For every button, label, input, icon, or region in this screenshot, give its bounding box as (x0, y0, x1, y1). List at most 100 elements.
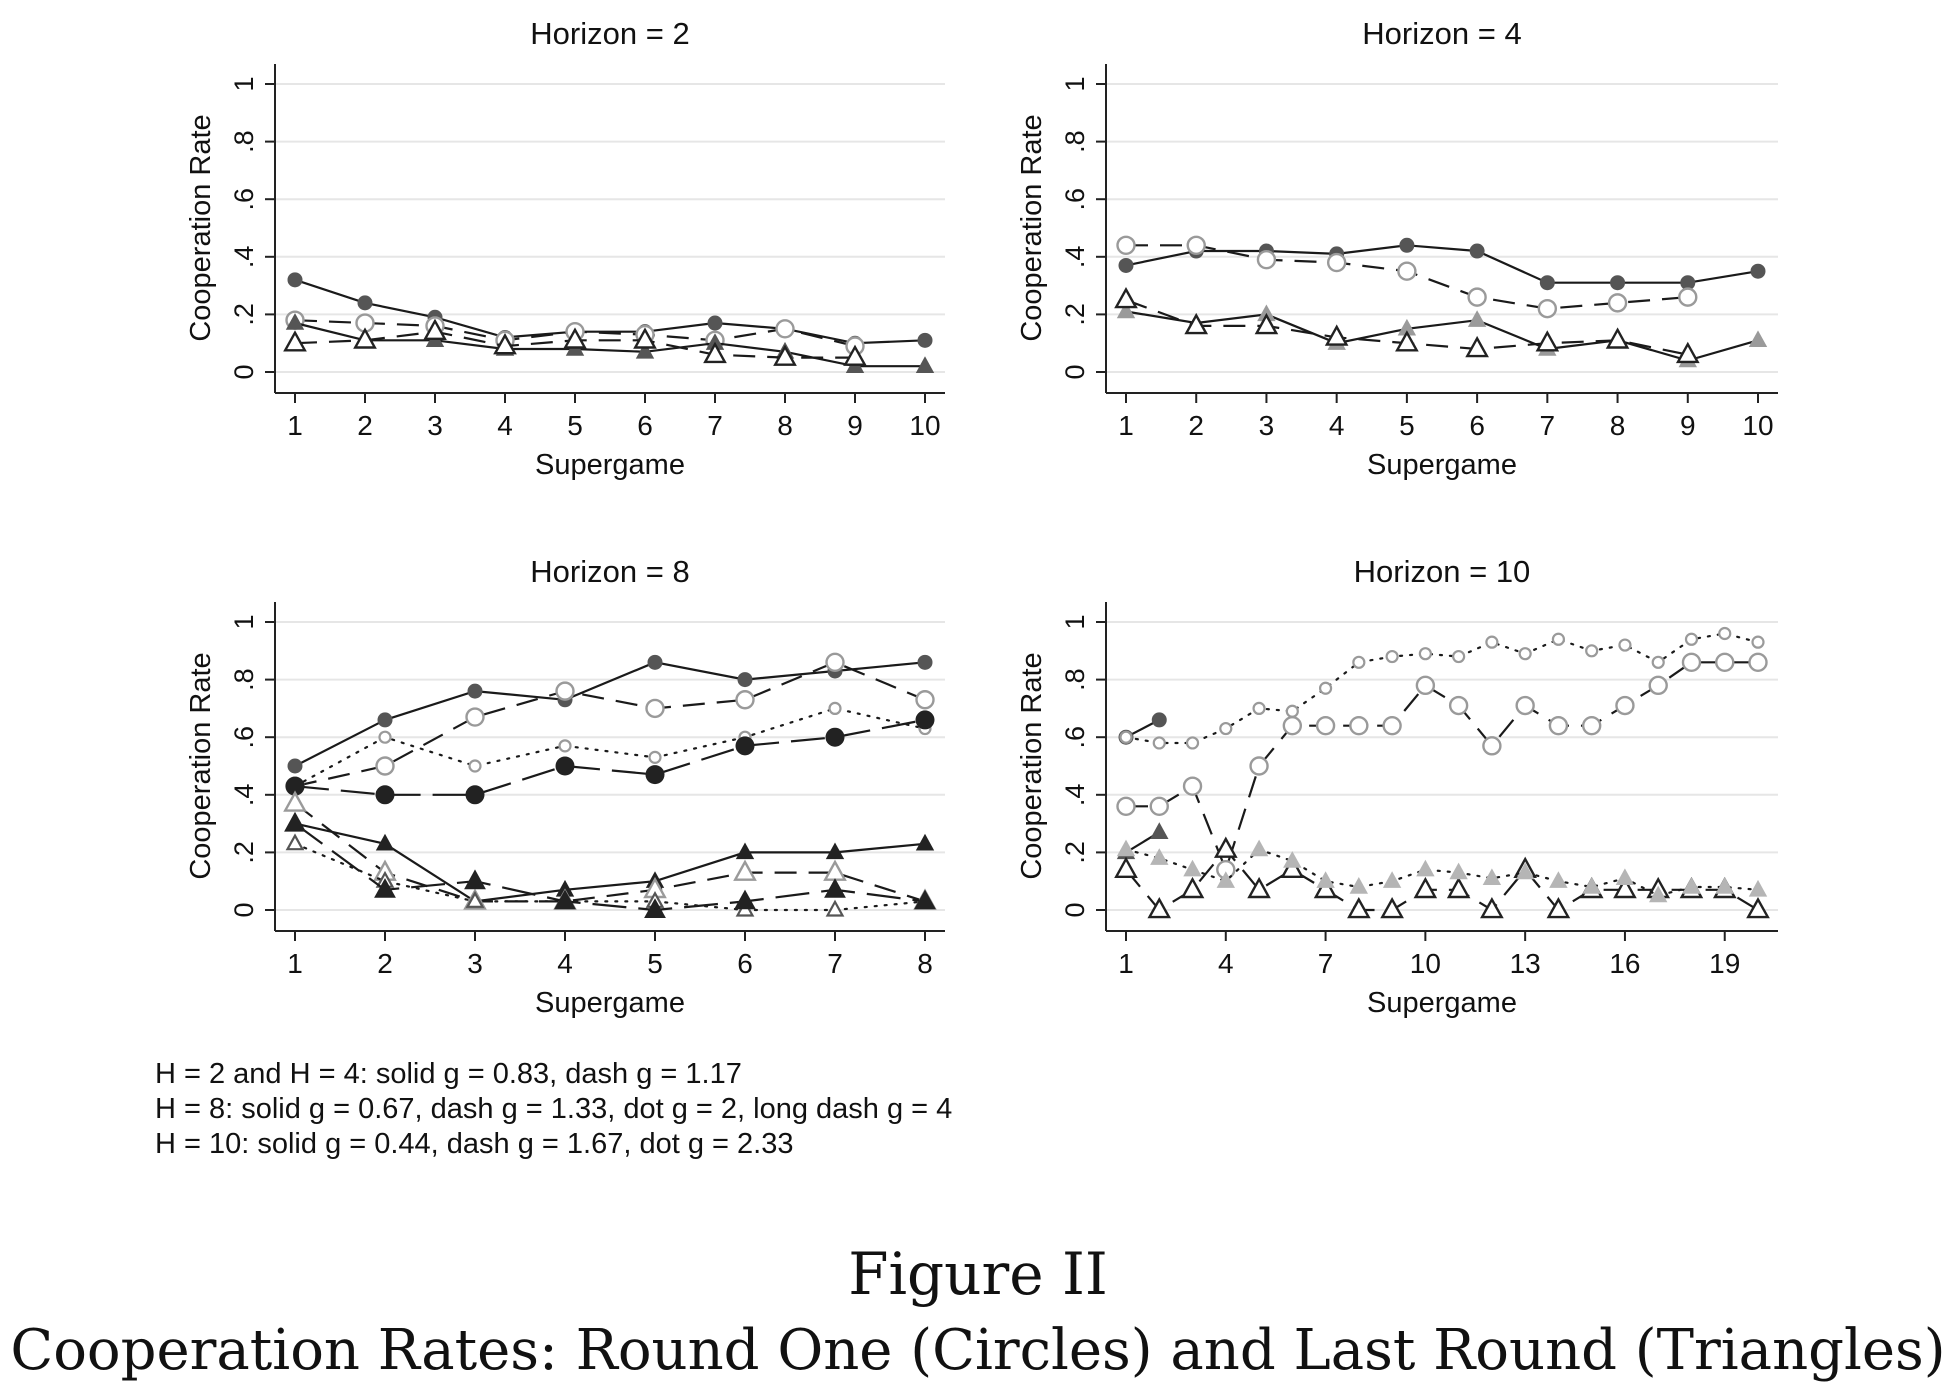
data-point (823, 859, 847, 881)
y-tick-label: .8 (1060, 668, 1090, 691)
data-point (375, 785, 395, 805)
data-point (1180, 876, 1205, 899)
y-axis-label: Cooperation Rate (185, 114, 217, 341)
data-point (773, 344, 797, 366)
data-point (703, 341, 727, 364)
data-point (633, 327, 657, 349)
series-8 (284, 811, 936, 918)
x-tick-label: 5 (647, 948, 663, 979)
data-point (1184, 312, 1209, 335)
data-point (1249, 756, 1269, 776)
data-point (1397, 261, 1417, 281)
data-point (1535, 330, 1560, 352)
data-point (353, 327, 377, 349)
data-point (915, 710, 935, 730)
data-point (1750, 263, 1766, 279)
data-point (1149, 796, 1169, 817)
x-tick-label: 6 (637, 410, 653, 441)
data-point (1651, 655, 1665, 669)
x-tick-label: 4 (1218, 948, 1234, 979)
data-point (493, 333, 517, 355)
y-tick-label: 0 (1060, 364, 1090, 379)
data-point (648, 750, 662, 764)
data-point (735, 736, 755, 756)
chart-panel-4: 0 .2 .4 .6 .8 1 1 4 7 10 13 16 19 Horizon = 10 Superga… (1016, 554, 1778, 1019)
data-point (644, 898, 666, 918)
data-point (1618, 638, 1632, 652)
data-point (1751, 635, 1765, 649)
data-point (843, 344, 867, 366)
series-4 (1114, 287, 1700, 364)
x-axis-label: Supergame (1367, 449, 1517, 481)
data-point (555, 681, 575, 701)
series-1 (1118, 237, 1766, 291)
series-line (294, 661, 926, 788)
data-point (283, 330, 307, 352)
series-line (1125, 310, 1759, 362)
data-point (1349, 877, 1368, 894)
data-point (1254, 312, 1279, 335)
y-tick-label: .6 (1060, 188, 1090, 211)
data-point (1219, 721, 1233, 736)
x-tick-label: 1 (1118, 948, 1134, 979)
y-tick-label: .8 (229, 130, 259, 153)
x-tick-label: 3 (1259, 410, 1275, 441)
data-point (357, 295, 373, 311)
legend-note-h8: H = 8: solid g = 0.67, dash g = 1.33, do… (155, 1093, 953, 1125)
chart-panel-1: 0 .2 .4 .6 .8 1 1 2 3 4 5 6 7 8 9 10 Horizon = 2 Supergam… (185, 16, 945, 481)
x-tick-label: 7 (707, 410, 723, 441)
series-line (293, 707, 927, 788)
data-point (287, 272, 303, 288)
x-tick-label: 7 (1318, 948, 1334, 979)
data-point (1539, 275, 1555, 291)
x-tick-label: 1 (287, 948, 303, 979)
data-point (1186, 235, 1206, 255)
figure-subtitle: Cooperation Rates: Round One (Circles) a… (10, 1318, 1946, 1383)
data-point (1746, 897, 1770, 919)
data-point (1280, 856, 1305, 878)
series-4 (285, 710, 935, 805)
data-point (1116, 301, 1136, 319)
data-point (1114, 856, 1138, 878)
data-point (1216, 871, 1235, 888)
data-point (707, 315, 723, 331)
data-point (1116, 839, 1136, 857)
y-axis-label: Cooperation Rate (1016, 114, 1048, 341)
data-point (1150, 822, 1169, 839)
data-point (1467, 310, 1487, 327)
x-tick-label: 4 (1329, 410, 1345, 441)
data-point (1715, 877, 1734, 894)
series-1 (287, 654, 933, 774)
series-6 (1116, 839, 1768, 903)
x-tick-label: 2 (1188, 410, 1204, 441)
data-point (375, 833, 395, 851)
data-point (1581, 715, 1602, 736)
data-point (645, 765, 665, 785)
data-point (645, 698, 665, 719)
y-tick-label: .8 (1060, 130, 1090, 153)
series-line (1125, 244, 1759, 284)
data-point (1449, 862, 1468, 880)
data-point (635, 341, 655, 359)
data-point (1313, 876, 1338, 899)
data-point (825, 727, 845, 747)
x-tick-label: 3 (467, 948, 483, 979)
chart-panel-3: 0 .2 .4 .6 .8 1 1 2 3 4 5 6 7 8 Horizon = 8 Supergame Co… (185, 554, 945, 1019)
data-point (1482, 736, 1502, 756)
y-tick-label: .2 (1060, 841, 1090, 864)
y-tick-label: 0 (1060, 902, 1090, 917)
x-axis-label: Supergame (1367, 987, 1517, 1019)
data-point (1546, 897, 1571, 919)
data-point (825, 652, 845, 673)
y-tick-label: .2 (1060, 303, 1090, 326)
data-point (915, 833, 935, 851)
data-point (1213, 836, 1238, 858)
data-point (1285, 704, 1299, 718)
data-point (1613, 876, 1637, 899)
data-point (915, 356, 935, 373)
data-point (283, 790, 307, 812)
data-point (1684, 632, 1699, 646)
series-line (294, 718, 926, 796)
legend-note-h10: H = 10: solid g = 0.44, dash g = 1.67, d… (155, 1128, 794, 1160)
